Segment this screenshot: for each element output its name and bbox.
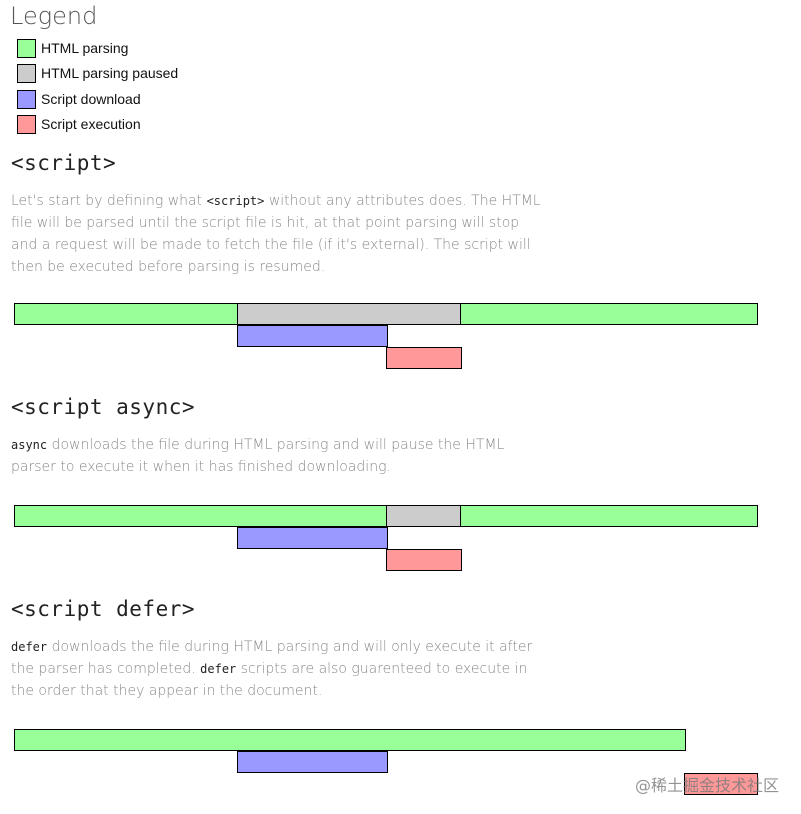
- desc-text: Let's start by defining what: [11, 193, 207, 209]
- desc-text: downloads the file during HTML parsing a…: [11, 437, 505, 475]
- bar-script-execution: [386, 347, 462, 369]
- inline-code: defer: [11, 640, 48, 654]
- section-title-script-defer: <script defer>: [11, 597, 196, 621]
- legend-title: Legend: [10, 2, 98, 30]
- bar-html-parsing: [14, 303, 239, 325]
- legend-item-html-parsing-paused: HTML parsing paused: [17, 62, 178, 84]
- legend-label: HTML parsing: [41, 40, 129, 56]
- desc-text: without any attributes does. The HTML fi…: [11, 193, 541, 275]
- swatch-script-execution: [17, 114, 36, 134]
- legend-item-script-execution: Script execution: [17, 113, 141, 135]
- bar-html-parsing: [14, 505, 388, 527]
- desc-text: downloads the file during HTML parsing a…: [11, 639, 533, 677]
- bar-html-parsing: [14, 729, 686, 751]
- section-desc-script: Let's start by defining what <script> wi…: [11, 190, 541, 278]
- swatch-html-parsing-paused: [17, 63, 36, 83]
- section-title-script: <script>: [11, 151, 117, 175]
- bar-html-parsing: [460, 303, 758, 325]
- swatch-script-download: [17, 89, 36, 109]
- legend-label: Script download: [41, 91, 141, 107]
- section-title-script-async: <script async>: [11, 395, 196, 419]
- desc-text: scripts are also guarenteed to execute i…: [11, 661, 528, 699]
- legend-item-html-parsing: HTML parsing: [17, 37, 128, 59]
- bar-html-parsing-paused: [386, 505, 462, 527]
- inline-code: <script>: [206, 194, 265, 208]
- legend-label: HTML parsing paused: [41, 65, 179, 81]
- bar-script-execution: [386, 549, 462, 571]
- legend-item-script-download: Script download: [17, 88, 141, 110]
- bar-script-download: [237, 751, 388, 773]
- bar-script-download: [237, 527, 388, 549]
- section-desc-script-async: async downloads the file during HTML par…: [11, 434, 541, 478]
- bar-script-execution: [684, 773, 758, 795]
- inline-code: defer: [200, 662, 237, 676]
- bar-script-download: [237, 325, 388, 347]
- watermark: @稀土掘金技术社区: [634, 776, 779, 795]
- legend-label: Script execution: [41, 116, 141, 132]
- bar-html-parsing: [460, 505, 758, 527]
- swatch-html-parsing: [17, 38, 36, 58]
- inline-code: async: [11, 438, 48, 452]
- section-desc-script-defer: defer downloads the file during HTML par…: [11, 636, 541, 702]
- bar-html-parsing-paused: [237, 303, 462, 325]
